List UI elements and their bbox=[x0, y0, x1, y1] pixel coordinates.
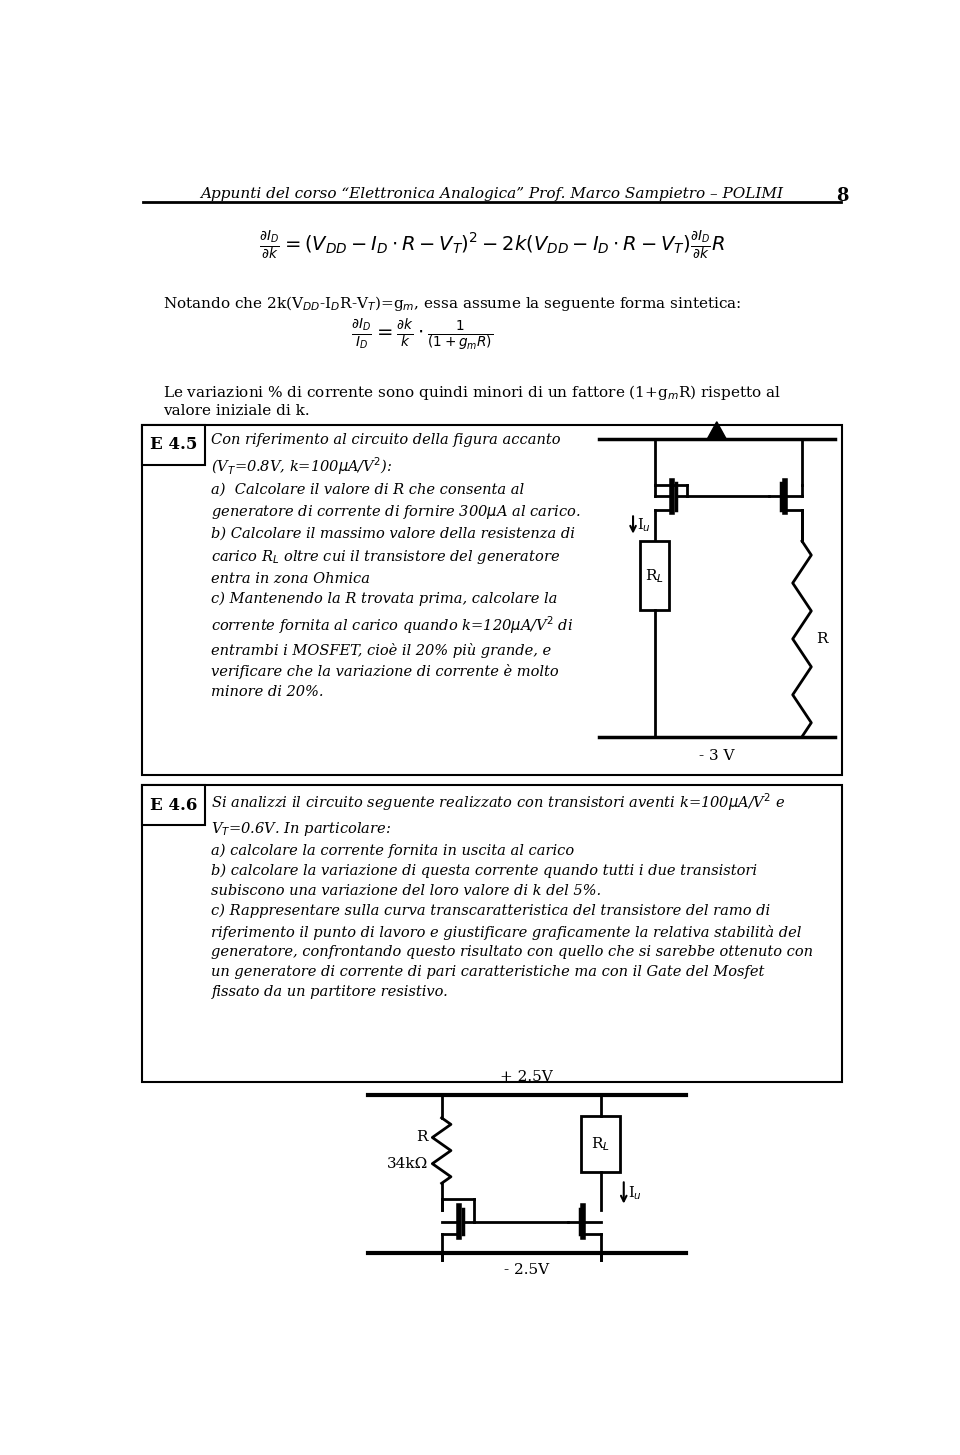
Text: E 4.5: E 4.5 bbox=[150, 436, 197, 454]
Text: R$_L$: R$_L$ bbox=[591, 1135, 610, 1152]
Text: 8: 8 bbox=[836, 186, 849, 205]
Bar bbox=[640, 541, 669, 611]
Text: - 2.5V: - 2.5V bbox=[504, 1263, 549, 1277]
Text: R: R bbox=[417, 1131, 427, 1145]
Bar bbox=[142, 786, 842, 1081]
Text: E 4.6: E 4.6 bbox=[150, 797, 197, 813]
Polygon shape bbox=[708, 422, 726, 439]
Text: R$_L$: R$_L$ bbox=[645, 567, 664, 585]
Text: I$_u$: I$_u$ bbox=[628, 1184, 641, 1202]
Text: Si analizzi il circuito seguente realizzato con transistori aventi k=100$\mu$A/V: Si analizzi il circuito seguente realizz… bbox=[211, 792, 813, 1000]
Bar bbox=[142, 425, 205, 466]
Text: Le variazioni % di corrente sono quindi minori di un fattore (1+g$_m$R) rispetto: Le variazioni % di corrente sono quindi … bbox=[162, 383, 780, 418]
Text: $\frac{\partial I_D}{I_D} = \frac{\partial k}{k} \cdot \frac{1}{(1+g_m R)}$: $\frac{\partial I_D}{I_D} = \frac{\parti… bbox=[351, 317, 493, 354]
Text: + 2.5V: + 2.5V bbox=[500, 1069, 553, 1084]
Text: - 3 V: - 3 V bbox=[699, 749, 734, 762]
Text: Con riferimento al circuito della figura accanto
(V$_T$=0.8V, k=100$\mu$A/V$^2$): Con riferimento al circuito della figura… bbox=[211, 432, 581, 698]
Bar bbox=[142, 786, 205, 825]
Text: I$_u$: I$_u$ bbox=[636, 517, 651, 534]
Text: Appunti del corso “Elettronica Analogica” Prof. Marco Sampietro – POLIMI: Appunti del corso “Elettronica Analogica… bbox=[201, 186, 783, 201]
Bar bbox=[581, 1116, 620, 1171]
Bar bbox=[142, 425, 842, 776]
Text: 34kΩ: 34kΩ bbox=[387, 1157, 427, 1171]
Text: Notando che 2k(V$_{DD}$-I$_D$R-V$_T$)=g$_m$, essa assume la seguente forma sinte: Notando che 2k(V$_{DD}$-I$_D$R-V$_T$)=g$… bbox=[162, 294, 741, 313]
Text: R: R bbox=[816, 631, 828, 646]
Text: $\frac{\partial I_D}{\partial k} = (V_{DD} - I_D \cdot R - V_T)^2 - 2k(V_{DD} - : $\frac{\partial I_D}{\partial k} = (V_{D… bbox=[259, 228, 725, 260]
